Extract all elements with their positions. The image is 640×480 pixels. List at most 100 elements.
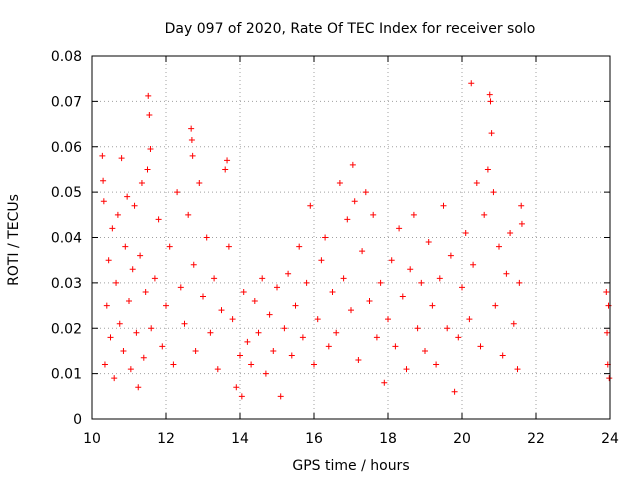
data-point bbox=[466, 316, 473, 323]
y-tick-label: 0.04 bbox=[51, 231, 82, 247]
data-point bbox=[348, 307, 354, 314]
x-tick-label: 18 bbox=[379, 431, 397, 447]
data-point bbox=[606, 375, 613, 382]
data-point bbox=[362, 189, 369, 196]
data-point bbox=[111, 375, 118, 382]
data-point bbox=[147, 146, 154, 153]
data-point bbox=[126, 298, 132, 305]
y-tick-label: 0.08 bbox=[51, 49, 82, 65]
data-point bbox=[518, 220, 525, 227]
data-point bbox=[392, 343, 399, 350]
data-point bbox=[203, 234, 210, 241]
data-point bbox=[333, 329, 340, 336]
data-point bbox=[285, 270, 292, 277]
data-point bbox=[170, 361, 177, 368]
y-tick-label: 0.02 bbox=[51, 321, 82, 337]
data-point bbox=[355, 357, 362, 364]
data-point bbox=[207, 329, 214, 336]
data-point bbox=[440, 202, 447, 209]
data-point bbox=[459, 284, 465, 291]
tick-labels: 10 12 14 16 18 20 22 24 0 0.01 0.02 0.03 0.04 0.05 0.0… bbox=[51, 49, 619, 447]
data-point bbox=[344, 216, 351, 223]
data-point bbox=[113, 279, 120, 286]
data-point bbox=[166, 243, 173, 250]
x-tick-label: 16 bbox=[305, 431, 323, 447]
y-tick-label: 0.01 bbox=[51, 367, 82, 383]
data-point bbox=[507, 229, 514, 236]
data-point bbox=[492, 302, 499, 309]
data-point bbox=[124, 193, 131, 200]
x-tick-label: 10 bbox=[83, 431, 101, 447]
data-point bbox=[129, 266, 136, 273]
axis-ticks bbox=[91, 55, 611, 420]
data-point bbox=[159, 343, 166, 350]
data-point bbox=[518, 202, 525, 209]
data-point bbox=[251, 298, 258, 305]
data-point bbox=[314, 316, 321, 323]
data-point bbox=[200, 293, 206, 300]
data-point bbox=[403, 366, 410, 373]
data-point bbox=[425, 239, 432, 246]
data-point bbox=[118, 155, 125, 162]
data-point bbox=[510, 320, 517, 327]
data-point bbox=[140, 354, 147, 361]
data-point bbox=[336, 180, 343, 187]
data-point bbox=[101, 361, 108, 368]
data-point bbox=[604, 329, 611, 336]
data-point bbox=[399, 293, 406, 300]
y-tick-label: 0.06 bbox=[51, 140, 82, 156]
data-point bbox=[100, 177, 107, 184]
data-point bbox=[107, 334, 114, 341]
data-point bbox=[496, 243, 502, 250]
data-point bbox=[133, 329, 140, 336]
data-point bbox=[307, 202, 314, 209]
data-point bbox=[296, 243, 303, 250]
data-point bbox=[303, 279, 310, 286]
data-point bbox=[351, 198, 358, 205]
data-point bbox=[244, 338, 251, 345]
data-point bbox=[447, 252, 454, 259]
data-point bbox=[329, 288, 336, 295]
data-point bbox=[396, 225, 403, 232]
x-axis-label: GPS time / hours bbox=[292, 458, 409, 474]
data-point bbox=[120, 347, 127, 354]
data-point bbox=[109, 225, 116, 232]
data-point bbox=[477, 343, 484, 350]
data-point bbox=[359, 248, 366, 255]
data-point bbox=[603, 288, 610, 295]
data-point bbox=[240, 288, 247, 295]
data-point bbox=[222, 166, 229, 173]
x-tick-label: 22 bbox=[527, 431, 545, 447]
data-point bbox=[311, 361, 317, 368]
data-point bbox=[470, 261, 477, 268]
data-point bbox=[288, 352, 295, 359]
data-point bbox=[163, 302, 169, 309]
data-point bbox=[370, 211, 377, 218]
data-point bbox=[418, 279, 425, 286]
data-point bbox=[490, 189, 497, 196]
data-point bbox=[214, 366, 221, 373]
data-point bbox=[429, 302, 436, 309]
data-point bbox=[237, 352, 243, 359]
data-point bbox=[381, 379, 388, 386]
grid-lines bbox=[92, 56, 610, 419]
data-point bbox=[325, 343, 332, 350]
data-point bbox=[318, 257, 325, 264]
data-point bbox=[148, 325, 155, 332]
x-tick-label: 12 bbox=[157, 431, 175, 447]
data-point bbox=[138, 180, 145, 187]
data-point bbox=[366, 298, 373, 305]
data-point bbox=[481, 211, 488, 218]
data-point bbox=[114, 211, 121, 218]
data-point bbox=[145, 92, 152, 99]
data-point bbox=[255, 329, 262, 336]
data-point bbox=[142, 288, 149, 295]
data-point bbox=[274, 284, 280, 291]
data-point bbox=[455, 334, 462, 341]
data-point bbox=[189, 152, 196, 159]
data-point bbox=[224, 157, 231, 164]
data-point bbox=[484, 166, 491, 173]
x-tick-label: 20 bbox=[453, 431, 471, 447]
data-point bbox=[105, 257, 112, 264]
data-point bbox=[103, 302, 110, 309]
